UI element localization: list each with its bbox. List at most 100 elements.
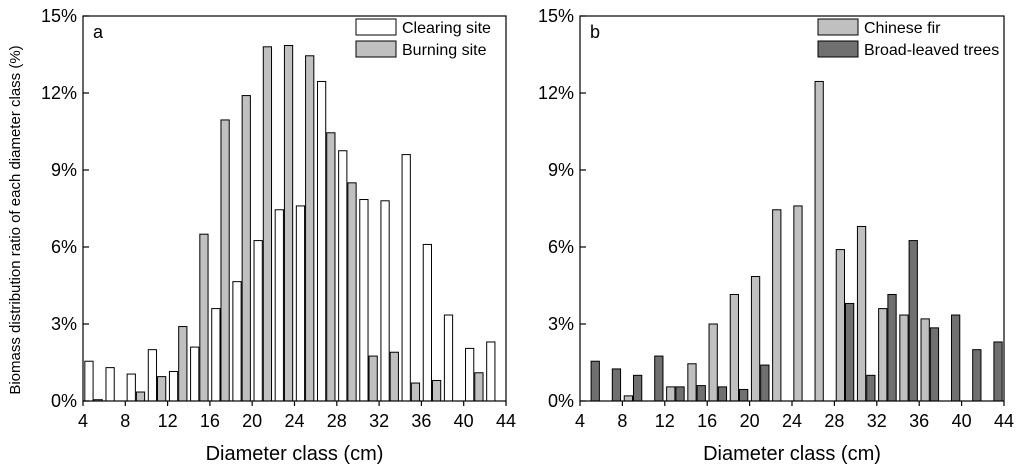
bar-series2 bbox=[474, 372, 484, 402]
x-tick-label: 44 bbox=[994, 411, 1014, 431]
bar-series2 bbox=[283, 45, 294, 402]
bar-series2 bbox=[305, 55, 315, 402]
y-tick-label: 6% bbox=[548, 237, 574, 257]
bar-series1 bbox=[253, 240, 263, 402]
bar-series1 bbox=[105, 367, 115, 402]
bar-series2 bbox=[696, 385, 706, 402]
bar-series1 bbox=[878, 308, 888, 402]
y-tick-label: 0% bbox=[548, 391, 574, 411]
bar-series2 bbox=[178, 326, 188, 402]
bar-series1 bbox=[190, 346, 200, 402]
x-tick-label: 40 bbox=[952, 411, 972, 431]
bar-series2 bbox=[389, 351, 399, 402]
bar-series2 bbox=[157, 376, 167, 402]
bar-series2 bbox=[887, 293, 897, 402]
x-tick-label: 8 bbox=[120, 411, 130, 431]
bar-series1 bbox=[359, 199, 369, 402]
y-tick-label: 6% bbox=[51, 237, 77, 257]
bar-series2 bbox=[410, 382, 421, 402]
x-axis-title: Diameter class (cm) bbox=[206, 443, 384, 465]
x-tick-label: 16 bbox=[200, 411, 220, 431]
x-tick-label: 4 bbox=[78, 411, 88, 431]
x-tick-label: 12 bbox=[655, 411, 675, 431]
bar-series2 bbox=[199, 233, 209, 402]
bar-series2 bbox=[866, 374, 876, 402]
x-tick-label: 28 bbox=[824, 411, 844, 431]
bar-series1 bbox=[147, 349, 158, 402]
y-tick-label: 0% bbox=[51, 391, 77, 411]
bar-series2 bbox=[220, 119, 230, 402]
legend-swatch bbox=[355, 40, 397, 58]
bar-series1 bbox=[623, 395, 633, 402]
bar-series1 bbox=[793, 205, 803, 402]
bar-series1 bbox=[687, 363, 697, 402]
y-tick-label: 15% bbox=[538, 6, 574, 26]
bar-series1 bbox=[465, 347, 475, 402]
bar-series2 bbox=[654, 355, 664, 402]
x-tick-label: 32 bbox=[867, 411, 887, 431]
plot-frame bbox=[82, 15, 507, 402]
bar-series2 bbox=[135, 391, 146, 402]
x-tick-label: 24 bbox=[284, 411, 304, 431]
x-tick-label: 32 bbox=[369, 411, 389, 431]
bar-series1 bbox=[232, 281, 242, 402]
bar-series1 bbox=[729, 293, 739, 402]
bar-series2 bbox=[845, 302, 855, 402]
y-tick-label: 9% bbox=[51, 160, 77, 180]
panel-a: 0% 3% 6% 9% 12% 15% 4 8 12 16 20 24 28 32 36 40 44 Diamet… bbox=[41, 6, 516, 465]
bar-series1 bbox=[666, 386, 676, 402]
bar-series1 bbox=[422, 243, 432, 402]
bar-series2 bbox=[717, 386, 728, 402]
bar-series1 bbox=[380, 200, 390, 402]
bar-series2 bbox=[431, 379, 442, 402]
legend-swatch bbox=[817, 40, 859, 58]
y-axis-title: Biomass distribution ratio of each diame… bbox=[7, 45, 24, 394]
panel-b: 0% 3% 6% 9% 12% 15% 4 8 12 16 20 24 28 32 36 40 44 Diamet… bbox=[538, 6, 1014, 465]
bar-series2 bbox=[760, 364, 770, 402]
bar-series2 bbox=[675, 386, 685, 402]
bar-series1 bbox=[211, 308, 221, 402]
bar-series1 bbox=[316, 80, 327, 402]
plot-frame bbox=[579, 15, 1005, 402]
bar-series1 bbox=[295, 205, 306, 402]
bar-series1 bbox=[338, 150, 348, 402]
panel-letter: a bbox=[93, 22, 104, 42]
bar-series1 bbox=[899, 314, 909, 402]
bar-series2 bbox=[972, 349, 982, 402]
bar-series1 bbox=[750, 276, 761, 402]
bar-series2 bbox=[929, 327, 940, 402]
x-axis-title: Diameter class (cm) bbox=[703, 443, 881, 465]
x-tick-label: 20 bbox=[242, 411, 262, 431]
legend-label: Broad-leaved trees bbox=[864, 42, 999, 59]
x-tick-label: 40 bbox=[454, 411, 474, 431]
x-tick-label: 20 bbox=[740, 411, 760, 431]
bar-series2 bbox=[993, 341, 1003, 402]
x-tick-label: 36 bbox=[411, 411, 431, 431]
legend-label: Chinese fir bbox=[864, 20, 941, 37]
y-tick-label: 12% bbox=[41, 83, 77, 103]
bar-series2 bbox=[368, 355, 378, 402]
x-tick-label: 12 bbox=[158, 411, 178, 431]
bar-series1 bbox=[84, 360, 94, 402]
x-tick-label: 4 bbox=[575, 411, 585, 431]
bar-series2 bbox=[241, 95, 251, 402]
bar-series1 bbox=[274, 209, 284, 402]
bar-series2 bbox=[262, 46, 273, 402]
bar-series1 bbox=[772, 209, 782, 402]
y-tick-label: 12% bbox=[538, 83, 574, 103]
bar-series2 bbox=[633, 374, 643, 402]
bar-series1 bbox=[708, 323, 718, 402]
bar-series1 bbox=[814, 80, 824, 402]
legend-label: Clearing site bbox=[402, 20, 491, 37]
y-tick-label: 9% bbox=[548, 160, 574, 180]
legend-swatch bbox=[817, 18, 859, 36]
bar-series2 bbox=[347, 182, 357, 402]
bar-series2 bbox=[908, 240, 918, 402]
bar-series2 bbox=[326, 132, 336, 402]
bar-series2 bbox=[951, 314, 961, 402]
x-tick-label: 28 bbox=[327, 411, 347, 431]
y-tick-label: 3% bbox=[548, 314, 574, 334]
bar-series1 bbox=[168, 370, 179, 402]
y-tick-label: 3% bbox=[51, 314, 77, 334]
